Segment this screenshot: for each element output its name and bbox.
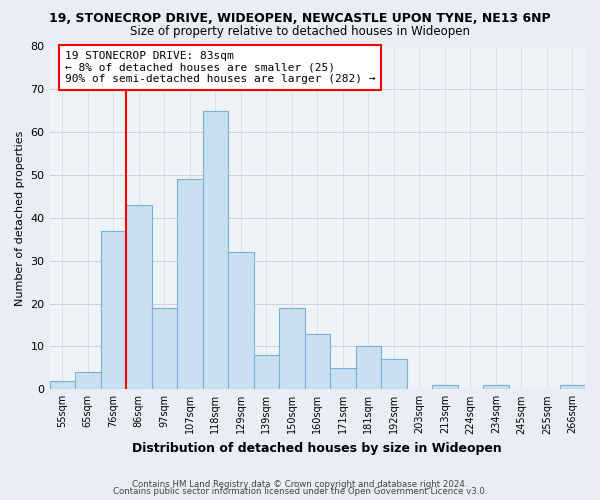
Bar	[279, 308, 305, 390]
Y-axis label: Number of detached properties: Number of detached properties	[15, 130, 25, 306]
Bar	[152, 308, 177, 390]
Bar	[560, 385, 585, 390]
Bar	[177, 180, 203, 390]
X-axis label: Distribution of detached houses by size in Wideopen: Distribution of detached houses by size …	[133, 442, 502, 455]
Bar	[203, 111, 228, 390]
Bar	[101, 231, 126, 390]
Bar	[305, 334, 330, 390]
Bar	[432, 385, 458, 390]
Bar	[50, 380, 75, 390]
Bar	[356, 346, 381, 390]
Text: 19, STONECROP DRIVE, WIDEOPEN, NEWCASTLE UPON TYNE, NE13 6NP: 19, STONECROP DRIVE, WIDEOPEN, NEWCASTLE…	[49, 12, 551, 26]
Bar	[228, 252, 254, 390]
Bar	[381, 360, 407, 390]
Bar	[254, 355, 279, 390]
Bar	[75, 372, 101, 390]
Text: Contains HM Land Registry data © Crown copyright and database right 2024.: Contains HM Land Registry data © Crown c…	[132, 480, 468, 489]
Bar	[126, 205, 152, 390]
Bar	[330, 368, 356, 390]
Text: 19 STONECROP DRIVE: 83sqm
← 8% of detached houses are smaller (25)
90% of semi-d: 19 STONECROP DRIVE: 83sqm ← 8% of detach…	[65, 51, 376, 84]
Text: Contains public sector information licensed under the Open Government Licence v3: Contains public sector information licen…	[113, 488, 487, 496]
Bar	[483, 385, 509, 390]
Text: Size of property relative to detached houses in Wideopen: Size of property relative to detached ho…	[130, 25, 470, 38]
